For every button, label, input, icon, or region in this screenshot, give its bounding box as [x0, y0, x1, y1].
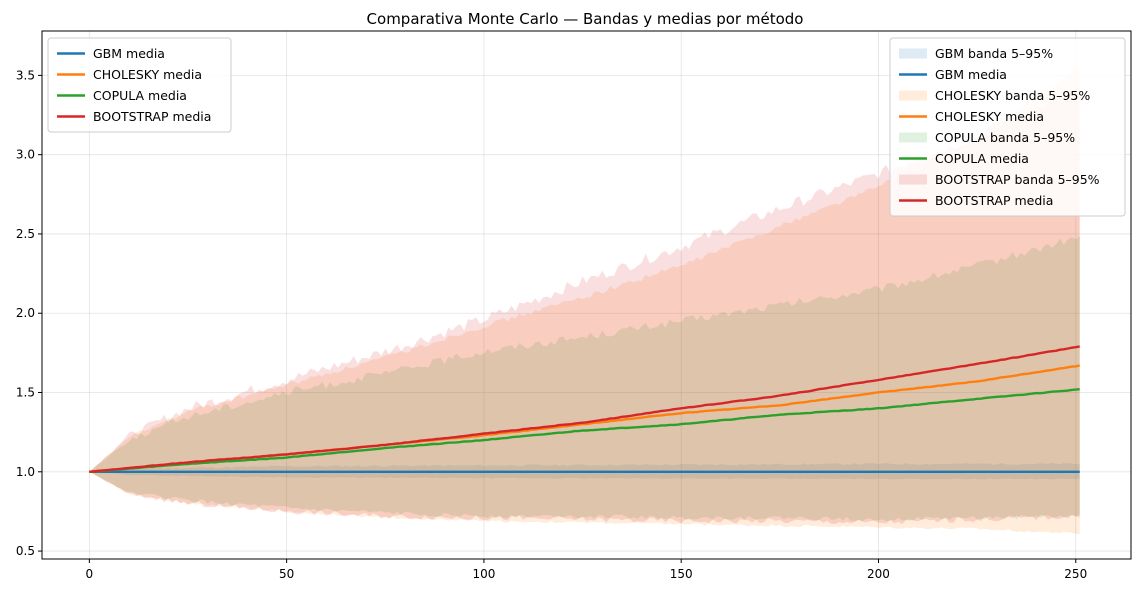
legend-frame: [889, 37, 1126, 217]
mean-lines: [89, 345, 1080, 473]
cholesky-banda-5-95-swatch: [899, 90, 927, 101]
legend-bands-and-means: GBM banda 5–95% GBM media CHOLESKY banda 5…: [889, 37, 1126, 217]
y-tick-label: 1.0: [16, 465, 35, 479]
legend-entry-copula-media: COPULA media: [93, 88, 187, 103]
x-tick-label: 150: [670, 567, 693, 581]
bootstrap-media-line: [89, 345, 1080, 473]
x-tick-label: 100: [472, 567, 495, 581]
cholesky-banda-5-95-area: [89, 67, 1080, 535]
copula-media-line: [89, 388, 1080, 473]
legend-entry-bootstrap-banda-5-95: BOOTSTRAP banda 5–95%: [935, 172, 1100, 187]
axis-ticks: 0 50 100 150 200 250 0.5 1.0 1.5 2.0 2.5 3.0 3.5: [16, 68, 1087, 581]
x-tick-label: 250: [1064, 567, 1087, 581]
copula-banda-5-95-swatch: [899, 132, 927, 143]
legend-entry-copula-media: COPULA media: [935, 151, 1029, 166]
y-tick-label: 0.5: [16, 544, 35, 558]
legend-entry-bootstrap-media: BOOTSTRAP media: [93, 109, 211, 124]
chart-title: Comparativa Monte Carlo — Bandas y media…: [367, 10, 804, 28]
gbm-banda-5-95-swatch: [899, 48, 927, 59]
legend-entry-cholesky-banda-5-95: CHOLESKY banda 5–95%: [935, 88, 1090, 103]
legend-entry-cholesky-media: CHOLESKY media: [935, 109, 1044, 124]
legend-means: GBM media CHOLESKY media COPULA media BOOTS…: [47, 37, 232, 133]
x-tick-label: 0: [86, 567, 94, 581]
legend-entry-cholesky-media: CHOLESKY media: [93, 67, 202, 82]
y-tick-label: 2.0: [16, 306, 35, 320]
legend-entry-bootstrap-media: BOOTSTRAP media: [935, 193, 1053, 208]
y-tick-label: 2.5: [16, 227, 35, 241]
bootstrap-banda-5-95-area: [89, 88, 1080, 525]
y-tick-label: 3.5: [16, 68, 35, 82]
plot-frame: [41, 30, 1132, 560]
y-tick-label: 1.5: [16, 386, 35, 400]
legend-entry-gbm-media: GBM media: [93, 46, 165, 61]
legend-frame: [47, 37, 232, 133]
x-tick-label: 200: [867, 567, 890, 581]
y-tick-label: 3.0: [16, 148, 35, 162]
legend-entry-gbm-banda-5-95: GBM banda 5–95%: [935, 46, 1053, 61]
legend-entry-copula-banda-5-95: COPULA banda 5–95%: [935, 130, 1075, 145]
bootstrap-banda-5-95-swatch: [899, 174, 927, 185]
x-tick-label: 50: [279, 567, 294, 581]
legend-entry-gbm-media: GBM media: [935, 67, 1007, 82]
